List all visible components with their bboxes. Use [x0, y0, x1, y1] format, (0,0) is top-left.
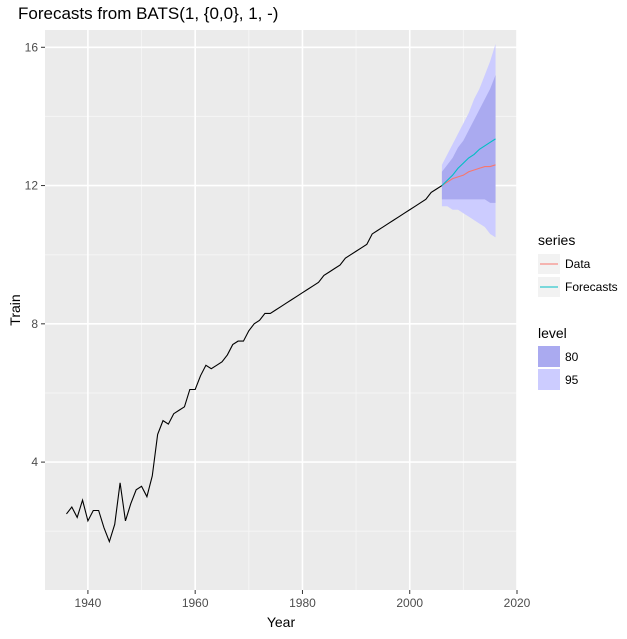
- series-line-data: [441, 164, 496, 187]
- y-axis: 4 8 12 16: [25, 40, 45, 469]
- minor-gridlines: [45, 30, 517, 590]
- x-tick-label: 1980: [289, 596, 316, 610]
- major-gridlines: [45, 30, 518, 590]
- x-axis-title: Year: [267, 614, 296, 630]
- y-axis-title: Train: [7, 294, 23, 325]
- legend-label-level-80: 80: [565, 350, 579, 364]
- history-line: [66, 185, 443, 544]
- series-lines: [66, 138, 496, 544]
- y-tick-label: 16: [25, 40, 39, 54]
- y-tick-label: 4: [31, 455, 38, 469]
- x-tick-label: 1960: [182, 596, 209, 610]
- legend-swatch-level-95: [538, 369, 560, 390]
- legend-label-data: Data: [565, 257, 591, 271]
- y-tick-label: 12: [25, 179, 39, 193]
- legend-label-forecasts: Forecasts: [565, 280, 618, 294]
- legend-swatch-level-80: [538, 346, 560, 367]
- x-tick-label: 2020: [504, 596, 531, 610]
- x-tick-label: 1940: [75, 596, 102, 610]
- series-line-forecasts: [441, 138, 496, 186]
- x-tick-label: 2000: [396, 596, 423, 610]
- y-tick-label: 8: [31, 317, 38, 331]
- legend: series Data Forecasts level 80 95: [538, 232, 618, 390]
- legend-title-level: level: [538, 325, 567, 341]
- x-axis: 1940 1960 1980 2000 2020: [75, 590, 531, 610]
- plot-panel: [45, 30, 517, 590]
- chart-title: Forecasts from BATS(1, {0,0}, 1, -): [18, 4, 279, 23]
- legend-title-series: series: [538, 232, 575, 248]
- legend-label-level-95: 95: [565, 373, 579, 387]
